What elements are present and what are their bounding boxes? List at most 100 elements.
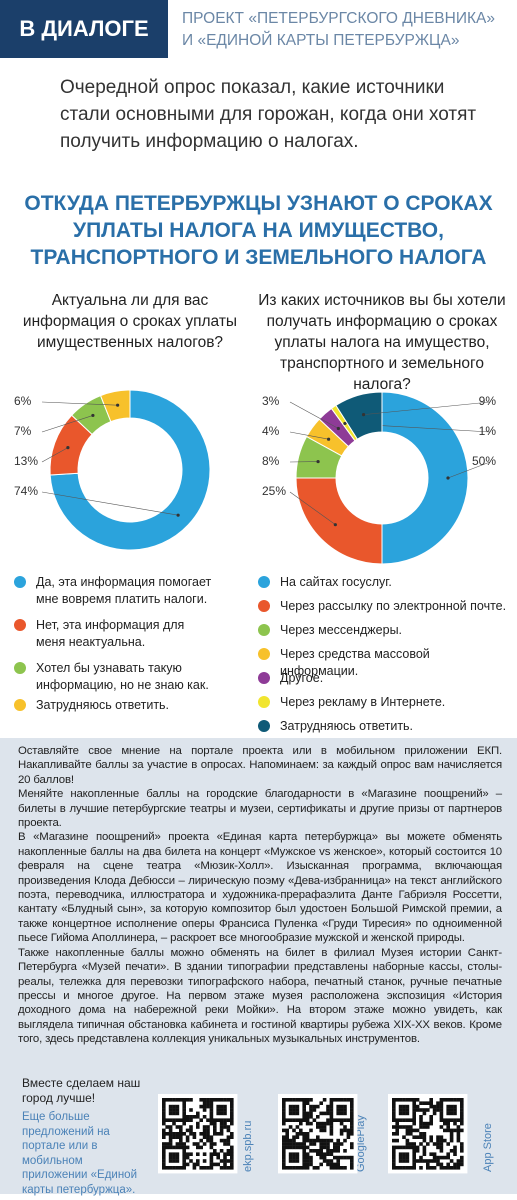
- donut-slice: [381, 391, 469, 565]
- qr-module: [326, 1121, 330, 1126]
- qr-module: [189, 1132, 193, 1136]
- qr-module: [456, 1162, 461, 1167]
- qr-module: [460, 1155, 464, 1160]
- qr-module: [419, 1115, 423, 1119]
- qr-module: [446, 1121, 450, 1126]
- legend-dot: [258, 672, 270, 684]
- qr-module: [339, 1118, 344, 1122]
- qr-module: [219, 1098, 224, 1102]
- qr-module: [333, 1145, 337, 1150]
- qr-module: [312, 1118, 317, 1122]
- qr-module: [219, 1121, 224, 1126]
- qr-module: [412, 1121, 416, 1126]
- qr-module: [426, 1101, 430, 1105]
- qr-module: [168, 1155, 173, 1160]
- qr-module: [339, 1111, 344, 1116]
- qr-module: [185, 1155, 190, 1160]
- qr-module: [350, 1108, 354, 1112]
- qr-module: [192, 1166, 197, 1170]
- qr-module: [282, 1152, 286, 1156]
- qr-module: [309, 1128, 313, 1133]
- qr-module: [292, 1142, 296, 1146]
- qr-module: [405, 1111, 410, 1116]
- qr-module: [175, 1111, 180, 1116]
- legend-text: Через рекламу в Интернете.: [280, 695, 446, 709]
- qr-module: [322, 1111, 327, 1116]
- qr-module: [202, 1135, 207, 1139]
- qr-module: [350, 1155, 354, 1160]
- qr-module: [202, 1152, 207, 1156]
- qr-module: [402, 1125, 406, 1129]
- qr-module: [339, 1132, 344, 1136]
- more-info: Еще больше предложений на портале или в …: [22, 1111, 138, 1196]
- qr-module: [172, 1132, 176, 1136]
- qr-module: [422, 1135, 427, 1139]
- qr-module: [329, 1162, 334, 1167]
- qr-module: [305, 1101, 310, 1105]
- leader-dot: [91, 413, 95, 418]
- qr-module: [439, 1138, 444, 1143]
- qr-module: [216, 1098, 220, 1102]
- qr-module: [305, 1132, 310, 1136]
- legend-item: Да, эта информация помогает мне вовремя …: [14, 574, 214, 608]
- qr-module: [230, 1135, 234, 1139]
- qr-module: [202, 1166, 207, 1170]
- qr-module: [282, 1104, 286, 1109]
- qr-module: [295, 1145, 300, 1150]
- qr-module: [329, 1098, 334, 1102]
- qr-module: [230, 1166, 234, 1170]
- qr-module: [392, 1132, 396, 1136]
- qr-module: [409, 1132, 413, 1136]
- qr-module: [316, 1149, 320, 1153]
- qr-module: [350, 1098, 354, 1102]
- qr-module: [189, 1128, 193, 1133]
- qr-module: [453, 1118, 457, 1122]
- legend-dot: [14, 699, 26, 711]
- qr-module: [162, 1128, 166, 1133]
- qr-module: [226, 1138, 231, 1143]
- qr-module: [326, 1142, 330, 1146]
- qr-module: [333, 1155, 337, 1160]
- qr-module: [216, 1162, 220, 1167]
- qr-module: [405, 1118, 410, 1122]
- qr-module: [439, 1104, 444, 1109]
- legend-dot: [14, 576, 26, 588]
- qr-module: [223, 1152, 227, 1156]
- qr-module: [350, 1104, 354, 1109]
- qr-module: [429, 1166, 433, 1170]
- qr-module: [312, 1142, 317, 1146]
- qr-module: [168, 1098, 173, 1102]
- qr-module: [336, 1149, 340, 1153]
- qr-module: [350, 1111, 354, 1116]
- qr-module: [230, 1145, 234, 1150]
- qr-module: [209, 1104, 214, 1109]
- qr-module: [196, 1159, 200, 1163]
- qr-module: [405, 1104, 410, 1109]
- qr-module: [392, 1162, 396, 1167]
- qr-module: [398, 1145, 403, 1150]
- chart-title: Актуальна ли для вас информация о сроках…: [22, 292, 238, 351]
- qr-module: [429, 1104, 433, 1109]
- qr-module: [350, 1166, 354, 1170]
- qr-module: [329, 1138, 334, 1143]
- qr-module: [196, 1152, 200, 1156]
- qr-module: [329, 1125, 334, 1129]
- qr-module: [202, 1104, 207, 1109]
- qr-module: [209, 1162, 214, 1167]
- qr-module: [415, 1135, 420, 1139]
- value-label: 8%: [262, 454, 280, 468]
- qr-module: [449, 1135, 454, 1139]
- qr-module: [305, 1115, 310, 1119]
- qr-module: [456, 1132, 461, 1136]
- qr-module: [288, 1155, 293, 1160]
- qr-module: [439, 1115, 444, 1119]
- qr-module: [395, 1125, 399, 1129]
- qr-module: [350, 1115, 354, 1119]
- qr-module: [422, 1125, 427, 1129]
- qr-module: [182, 1152, 186, 1156]
- qr-module: [162, 1132, 166, 1136]
- legend-item: Затрудняюсь ответить.: [14, 697, 214, 714]
- qr-module: [206, 1166, 210, 1170]
- value-label: 9%: [479, 394, 497, 408]
- qr-module: [443, 1118, 447, 1122]
